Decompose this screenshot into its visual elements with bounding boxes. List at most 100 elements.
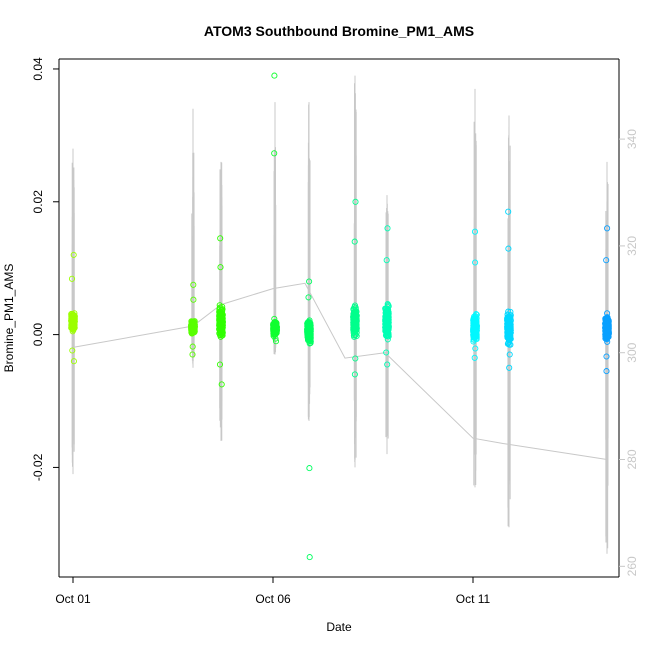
y-tick-label: 0.02	[31, 190, 45, 214]
data-point-outlier	[472, 259, 479, 266]
data-point-outlier	[70, 251, 77, 258]
y-tick-label: 0.04	[31, 57, 45, 81]
data-point-outlier	[471, 354, 478, 361]
y-tick-label: -0.02	[31, 453, 45, 481]
data-point	[471, 328, 478, 335]
data-point	[472, 313, 479, 320]
data-point-outlier	[471, 228, 479, 235]
data-point	[219, 332, 226, 339]
secondary-axis-trace-line	[72, 282, 608, 460]
y2-tick-label: 340	[625, 129, 639, 149]
data-point	[352, 313, 360, 320]
data-point-outlier	[305, 294, 312, 301]
data-point	[352, 321, 360, 328]
data-point-outlier	[189, 351, 196, 358]
data-point-outlier	[351, 371, 358, 378]
data-point-outlier	[272, 335, 279, 342]
y-tick-label: 0.00	[31, 323, 45, 347]
data-point	[383, 314, 390, 321]
data-point	[604, 315, 611, 322]
data-point-outlier	[217, 235, 224, 242]
axes-layer: -0.02 0.00 0.02 0.04 260 280 300 320 340 Oct 01 Oc…	[31, 57, 639, 606]
data-point	[383, 305, 390, 312]
data-point-outlier	[506, 364, 513, 371]
x-axis-label: Date	[326, 620, 352, 634]
data-point-outlier	[604, 225, 611, 232]
data-point-outlier	[352, 198, 359, 205]
data-point-outlier	[384, 361, 391, 368]
data-point	[507, 336, 514, 343]
data-point	[305, 326, 312, 333]
data-point-outlier	[190, 281, 197, 288]
y2-tick-label: 320	[625, 236, 639, 256]
data-point-outlier	[271, 150, 278, 157]
data-point-outlier	[190, 296, 197, 303]
data-point-outlier	[383, 257, 390, 264]
data-point	[219, 312, 226, 319]
data-point-outlier	[189, 343, 196, 350]
data-point	[504, 331, 512, 338]
data-point-outlier	[352, 355, 359, 362]
data-point	[218, 318, 226, 325]
data-point	[602, 320, 609, 327]
data-point	[602, 333, 609, 340]
data-point	[353, 327, 360, 334]
data-point-outlier	[218, 381, 225, 388]
data-point-outlier	[306, 554, 313, 561]
data-point	[216, 312, 223, 319]
data-point	[506, 327, 513, 335]
data-point	[70, 317, 78, 324]
data-point-outlier	[505, 208, 512, 215]
data-point-outlier	[217, 264, 224, 271]
data-point-outlier	[384, 225, 391, 232]
data-point	[218, 320, 225, 327]
data-point	[270, 324, 277, 332]
data-point	[217, 321, 224, 328]
data-point	[190, 321, 197, 328]
x-tick-label: Oct 01	[55, 592, 91, 606]
data-point-outlier	[70, 358, 77, 365]
y2-tick-label: 280	[625, 449, 639, 469]
data-point-outlier	[505, 245, 512, 252]
data-point-outlier	[603, 257, 610, 264]
data-point	[304, 326, 311, 334]
data-point-outlier	[272, 338, 280, 345]
data-point	[271, 331, 279, 339]
data-point	[218, 330, 225, 338]
data-point	[218, 306, 226, 313]
data-point	[353, 323, 360, 330]
data-point-outlier	[271, 72, 278, 79]
data-point	[504, 311, 511, 318]
data-point-outlier	[603, 368, 610, 375]
data-point-outlier	[506, 351, 513, 358]
data-point	[604, 326, 611, 334]
data-point	[383, 332, 390, 339]
x-tick-label: Oct 06	[255, 592, 291, 606]
data-point-outlier	[306, 278, 313, 285]
data-point	[273, 326, 280, 333]
data-point	[604, 319, 611, 327]
scatter-points-layer	[68, 72, 612, 561]
data-point	[384, 300, 391, 308]
x-tick-label: Oct 11	[456, 592, 491, 606]
data-point	[351, 304, 358, 311]
y2-tick-label: 300	[625, 342, 639, 362]
data-point-outlier	[472, 345, 479, 352]
data-point-outlier	[69, 347, 76, 354]
data-point-outlier	[383, 349, 390, 356]
data-point-outlier	[603, 353, 610, 360]
data-point-outlier	[306, 465, 313, 472]
data-point-outlier	[68, 275, 76, 282]
data-point	[191, 324, 198, 331]
data-point-outlier	[351, 238, 358, 245]
data-point	[383, 323, 391, 330]
data-point	[507, 322, 514, 329]
data-point	[384, 308, 391, 315]
data-point	[188, 329, 195, 336]
data-point	[473, 320, 480, 327]
data-point	[470, 336, 477, 343]
y2-tick-label: 260	[625, 556, 639, 576]
y-axis-label: Bromine_PM1_AMS	[2, 264, 16, 373]
